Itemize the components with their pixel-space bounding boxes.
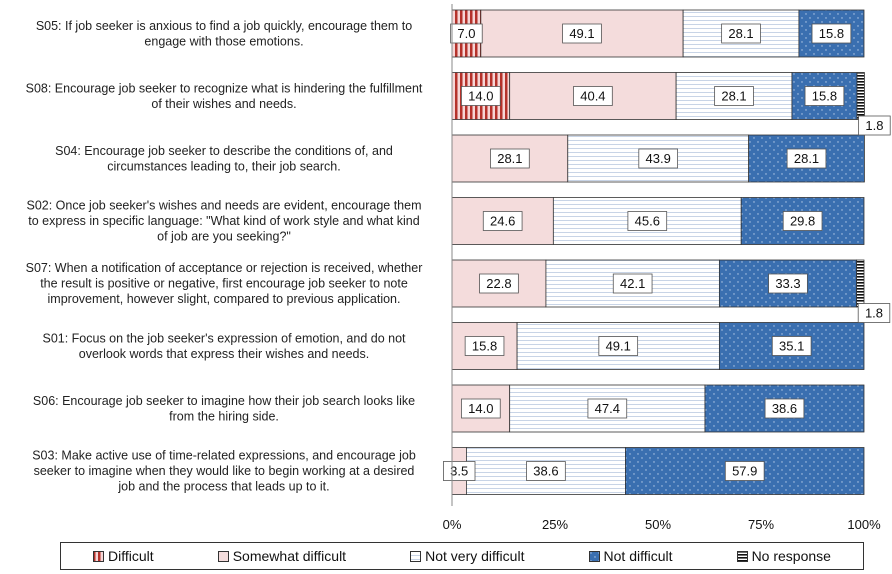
category-label: S02: Once job seeker's wishes and needs … — [27, 199, 422, 244]
legend-label-no-response: No response — [751, 548, 831, 564]
data-label-box — [479, 273, 519, 294]
data-label-box — [811, 23, 852, 44]
category-label: S04: Encourage job seeker to describe th… — [55, 144, 393, 174]
data-label-not-very-difficult: 42.1 — [620, 276, 645, 291]
data-label-not-very-difficult: 28.1 — [728, 26, 753, 41]
data-label-not-difficult: 15.8 — [812, 89, 837, 104]
x-tick-label: 50% — [645, 517, 671, 532]
data-label-box — [573, 86, 613, 106]
data-label-box — [638, 148, 679, 169]
data-label-not-difficult: 28.1 — [794, 151, 819, 166]
data-label-box — [587, 398, 628, 419]
x-tick-label: 100% — [847, 517, 881, 532]
legend-swatch-somewhat-difficult — [217, 550, 229, 562]
legend-swatch-no-response — [736, 550, 748, 562]
legend-swatch-difficult — [93, 550, 105, 562]
data-label-not-difficult: 57.9 — [732, 464, 757, 479]
data-label-box — [782, 211, 823, 231]
data-label-box — [786, 148, 827, 169]
data-label-box — [464, 336, 505, 356]
data-label-box — [714, 86, 754, 106]
legend-item-difficult: Difficult — [93, 548, 154, 564]
x-tick-label: 75% — [748, 517, 774, 532]
category-label: S08: Encourage job seeker to recognize w… — [26, 81, 423, 111]
data-label-box — [768, 273, 808, 294]
legend-label-not-very-difficult: Not very difficult — [425, 548, 525, 564]
data-label-not-difficult: 38.6 — [772, 401, 797, 416]
data-label-somewhat-difficult: 14.0 — [468, 401, 493, 416]
legend-label-difficult: Difficult — [108, 548, 154, 564]
bar-segment-no-response — [856, 259, 865, 308]
data-label-not-very-difficult: 47.4 — [595, 401, 620, 416]
legend-item-not-difficult: Not difficult — [588, 548, 673, 564]
data-label-box — [450, 23, 483, 44]
data-label-somewhat-difficult: 22.8 — [486, 276, 511, 291]
bar-segment-not-difficult — [791, 72, 858, 120]
legend-item-not-very-difficult: Not very difficult — [410, 548, 524, 564]
legend-swatch-not-difficult — [588, 550, 600, 562]
category-label: S06: Encourage job seeker to imagine how… — [33, 394, 415, 424]
data-label-box — [721, 23, 761, 44]
data-label-box — [526, 461, 566, 481]
data-label-not-very-difficult: 49.1 — [606, 339, 631, 354]
data-label-box — [598, 336, 639, 356]
data-label-not-very-difficult: 38.6 — [533, 464, 558, 479]
data-label-not-very-difficult: 43.9 — [646, 151, 671, 166]
data-label-difficult: 14.0 — [468, 89, 493, 104]
data-label-not-very-difficult: 45.6 — [635, 214, 660, 229]
category-label: S05: If job seeker is anxious to find a … — [36, 19, 412, 49]
data-label-not-difficult: 33.3 — [775, 276, 800, 291]
legend-item-no-response: No response — [736, 548, 831, 564]
data-label-box — [443, 461, 476, 481]
x-tick-label: 25% — [542, 517, 568, 532]
bar-segment-not-very-difficult — [509, 384, 706, 433]
data-label-box — [764, 398, 805, 419]
data-label-no-response: 1.8 — [865, 118, 883, 133]
data-label-difficult: 7.0 — [457, 26, 475, 41]
data-label-box — [771, 336, 812, 356]
bar-segment-no-response — [856, 72, 865, 120]
category-label: S03: Make active use of time-related exp… — [32, 449, 416, 494]
x-tick-label: 0% — [443, 517, 462, 532]
legend: Difficult Somewhat difficult Not very di… — [60, 542, 864, 570]
data-label-box — [857, 303, 891, 323]
data-label-not-difficult: 29.8 — [790, 214, 815, 229]
data-label-somewhat-difficult: 28.1 — [497, 151, 522, 166]
data-label-box — [724, 461, 765, 481]
data-label-somewhat-difficult: 15.8 — [472, 339, 497, 354]
legend-label-not-difficult: Not difficult — [603, 548, 673, 564]
category-label: S01: Focus on the job seeker's expressio… — [42, 331, 406, 361]
data-label-box — [461, 86, 501, 106]
legend-swatch-not-very-difficult — [410, 550, 422, 562]
data-label-somewhat-difficult: 40.4 — [580, 89, 605, 104]
data-label-box — [804, 86, 845, 106]
legend-item-somewhat-difficult: Somewhat difficult — [217, 548, 347, 564]
data-label-box — [612, 273, 653, 294]
data-label-box — [482, 211, 523, 231]
data-label-box — [858, 115, 891, 136]
bar-segment-not-difficult — [740, 197, 865, 245]
data-label-somewhat-difficult: 24.6 — [490, 214, 515, 229]
data-label-no-response: 1.8 — [865, 306, 883, 321]
category-label: S07: When a notification of acceptance o… — [26, 261, 423, 306]
data-label-not-difficult: 35.1 — [779, 339, 804, 354]
data-label-box — [461, 398, 501, 419]
data-label-not-very-difficult: 28.1 — [721, 89, 746, 104]
data-label-somewhat-difficult: 49.1 — [569, 26, 594, 41]
data-label-box — [562, 23, 602, 44]
data-label-not-difficult: 15.8 — [819, 26, 844, 41]
data-label-somewhat-difficult: 3.5 — [450, 464, 468, 479]
data-label-box — [490, 148, 530, 169]
legend-label-somewhat-difficult: Somewhat difficult — [232, 548, 347, 564]
data-label-box — [627, 211, 668, 231]
